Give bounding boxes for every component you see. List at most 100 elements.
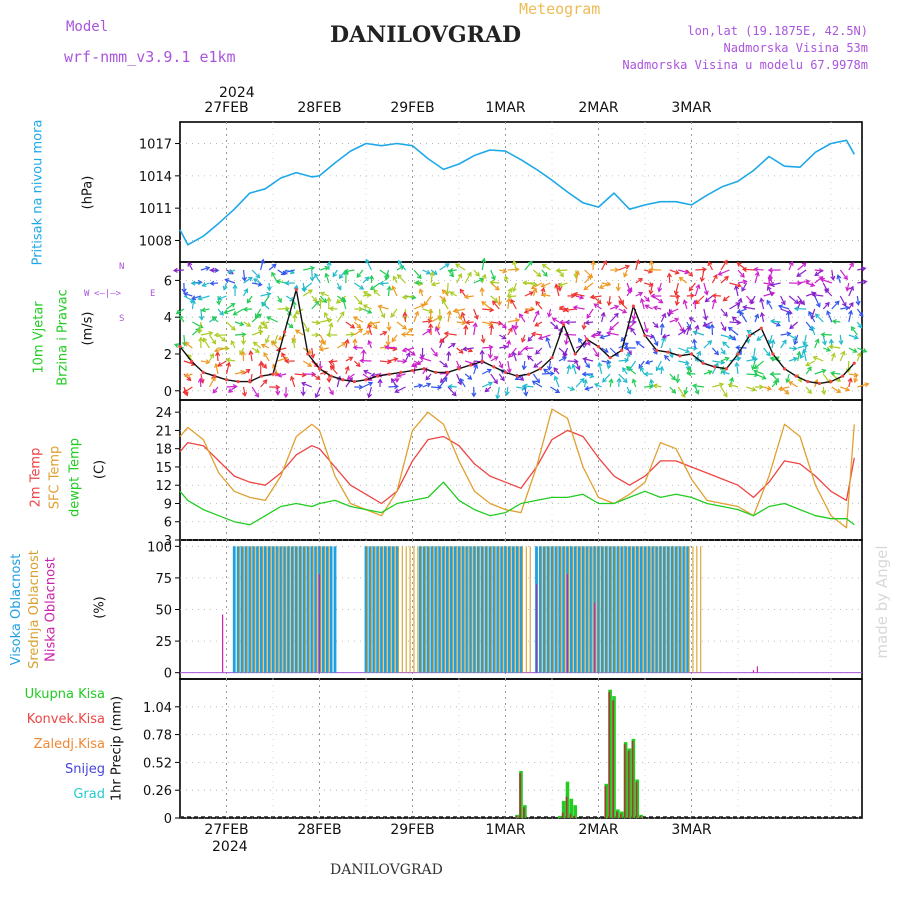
wind-arrow-head	[439, 338, 445, 344]
wind-arrow-head	[740, 272, 745, 278]
wind-arrow	[788, 334, 798, 341]
wind-arrow	[363, 304, 372, 310]
wind-speed-point	[434, 370, 438, 374]
mid-cloud-bar	[308, 546, 310, 673]
mid-cloud-bar	[521, 546, 523, 673]
high-cloud-bar	[473, 546, 476, 673]
wind-arrow-head	[283, 393, 289, 399]
wind-arrow-head	[350, 323, 356, 329]
wind-arrow	[763, 386, 772, 390]
wind-arrow-head	[826, 310, 831, 316]
y-tick-label: 0.78	[143, 729, 172, 744]
wind-arrow-head	[849, 262, 854, 268]
wind-arrow	[507, 327, 513, 336]
wind-arrow	[231, 340, 236, 349]
mid-cloud-bar	[293, 546, 295, 673]
wind-speed-point	[701, 361, 705, 365]
precip-total-bar	[569, 798, 574, 818]
wind-arrow-head	[534, 322, 540, 327]
wind-arrow-head	[361, 348, 367, 354]
wind-arrow	[728, 326, 739, 336]
wind-arrow	[754, 360, 764, 369]
wind-arrow-head	[277, 335, 283, 341]
wind-arrow	[737, 308, 747, 313]
wind-arrow-head	[423, 301, 429, 307]
wind-arrow	[848, 334, 858, 339]
wind-arrow-head	[835, 377, 841, 383]
wind-arrow	[179, 315, 185, 323]
wind-speed-point	[480, 359, 484, 363]
high-cloud-bar	[558, 546, 562, 673]
wind-arrow-head	[443, 331, 449, 337]
wind-arrow-head	[631, 378, 637, 384]
wind-arrow	[422, 269, 431, 275]
wind-arrow	[311, 295, 317, 302]
mid-cloud-bar	[370, 546, 372, 673]
wind-arrow-head	[719, 382, 725, 388]
wind-arrow-head	[694, 324, 700, 330]
wind-arrow	[455, 263, 466, 271]
wind-arrow-head	[723, 311, 728, 317]
wind-arrow-head	[720, 349, 726, 355]
mid-cloud-bar	[603, 546, 605, 673]
wind-arrow	[831, 372, 841, 375]
model-name: wrf-nmm_v3.9.1 e1km	[64, 48, 236, 66]
wind-speed-point	[410, 368, 415, 373]
top-year-label: 2024	[219, 85, 255, 101]
wind-arrow-head	[590, 260, 596, 266]
wind-arrow-head	[304, 327, 310, 333]
wind-arrow	[447, 343, 456, 349]
high-cloud-bar	[279, 546, 283, 673]
dewpt-line	[179, 481, 855, 526]
wind-arrow	[253, 341, 261, 349]
wind-arrow	[653, 306, 662, 310]
wind-arrow-head	[491, 275, 496, 281]
high-cloud-bar	[624, 546, 628, 673]
wind-arrow-head	[326, 378, 332, 383]
wind-arrow	[542, 293, 551, 297]
wind-arrow	[373, 289, 381, 297]
wind-arrow	[599, 282, 611, 289]
wind-arrow-head	[614, 267, 620, 273]
mid-cloud-bar	[638, 546, 640, 673]
wind-arrow-head	[678, 276, 684, 282]
wind-arrow	[431, 386, 442, 389]
wind-arrow-head	[367, 393, 373, 399]
mid-cloud-bar	[626, 546, 628, 673]
precip-conv-bar	[612, 700, 614, 818]
wind-arrow	[388, 358, 398, 362]
wind-arrow	[243, 277, 253, 284]
mid-cloud-bar	[595, 546, 597, 673]
mid-cloud-bar	[409, 546, 411, 673]
mid-cloud-bar	[676, 546, 678, 673]
precip-conv-bar	[515, 815, 518, 818]
wind-arrow	[686, 367, 692, 375]
wind-speed-point	[469, 363, 473, 367]
wind-arrow	[756, 334, 764, 341]
mid-cloud-bar	[281, 546, 283, 673]
wind-arrow-head	[511, 324, 517, 330]
wind-arrow-head	[533, 363, 539, 368]
wind-arrow-head	[441, 289, 447, 295]
panel-frames	[179, 121, 863, 819]
wind-arrow	[840, 386, 850, 391]
wind-arrow	[507, 319, 520, 323]
wind-arrow-head	[494, 285, 500, 291]
wind-arrow	[668, 273, 671, 284]
wind-arrow	[260, 379, 268, 388]
mid-cloud-bar	[273, 546, 275, 673]
wind-speed-point	[562, 322, 566, 327]
wind-arrow-head	[240, 350, 246, 356]
wind-arrow-head	[834, 300, 840, 306]
y-tick-label: 1014	[139, 170, 172, 185]
wind-arrow-head	[292, 313, 298, 319]
wind-arrow	[609, 305, 619, 310]
wind-arrow	[294, 373, 306, 376]
wind-arrow-head	[471, 392, 477, 398]
wind-arrow	[644, 385, 653, 388]
wind-arrow-head	[199, 315, 205, 321]
wind-arrow	[490, 281, 500, 284]
high-cloud-bar	[445, 546, 449, 673]
wind-arrow	[251, 282, 262, 286]
wind-arrow-head	[825, 347, 832, 352]
